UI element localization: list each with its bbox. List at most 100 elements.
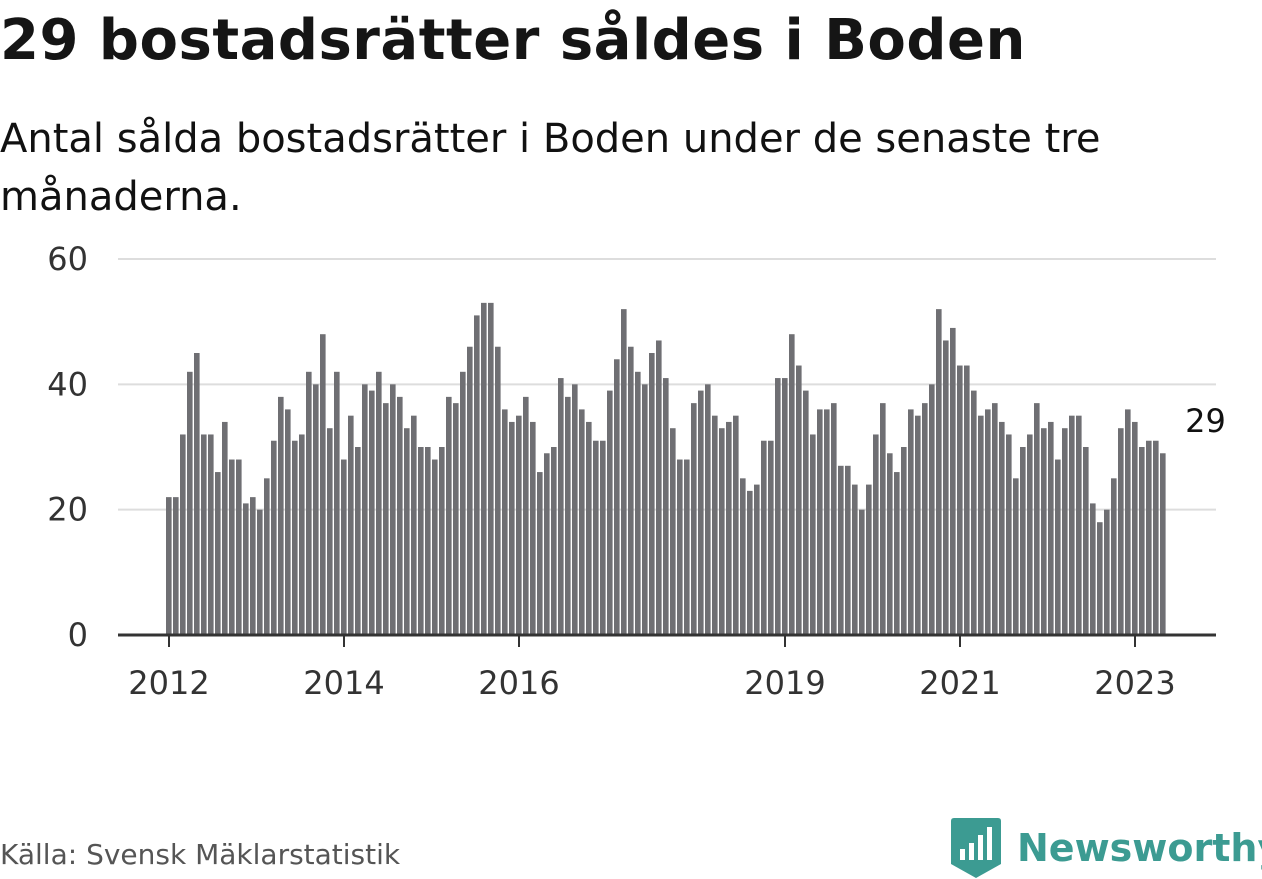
bar [1111,478,1117,635]
bar [306,371,312,635]
bar [649,353,655,635]
bar [887,453,893,635]
source-note: Källa: Svensk Mäklarstatistik [0,838,401,871]
bar [1097,522,1103,635]
bar [173,497,179,635]
bar [369,390,375,635]
bar [418,447,424,635]
bar [250,497,256,635]
bar [957,365,963,635]
bar [1125,409,1131,635]
newsworthy-logo[interactable]: Newsworthy [951,818,1262,878]
bar [194,353,200,635]
bar [663,378,669,635]
bar [726,421,732,635]
bar [166,497,172,635]
bar [509,421,515,635]
bar [327,428,333,635]
bar [397,396,403,635]
bar [1055,459,1061,635]
bar [845,465,851,635]
bar [950,327,956,635]
bar [1146,440,1152,635]
bar [502,409,508,635]
bar [320,334,326,635]
bar [705,384,711,635]
bar [1160,453,1166,635]
bar [1027,434,1033,635]
bar [523,396,529,635]
bar [719,428,725,635]
bar [292,440,298,635]
bar [432,459,438,635]
bar [1013,478,1019,635]
bar [740,478,746,635]
bar [236,459,242,635]
bar [1083,447,1089,635]
bar [866,484,872,635]
bar [572,384,578,635]
bar [551,447,557,635]
bar [215,472,221,635]
bar [831,403,837,635]
bar [425,447,431,635]
bar [915,415,921,635]
bar [838,465,844,635]
bar [229,459,235,635]
bar [712,415,718,635]
bar [516,415,522,635]
bar [1139,447,1145,635]
bar [208,434,214,635]
bar [460,371,466,635]
bar [614,359,620,635]
bar [1048,421,1054,635]
y-tick-label: 40 [47,365,88,403]
bar [810,434,816,635]
bar [621,309,627,635]
x-tick-label: 2023 [1094,664,1175,702]
bar [495,346,501,635]
y-tick-label: 60 [47,240,88,278]
bar [635,371,641,635]
bar [530,421,536,635]
bar [670,428,676,635]
bar [348,415,354,635]
bar [698,390,704,635]
bar [593,440,599,635]
x-tick-label: 2012 [128,664,209,702]
chart-title: 29 bostadsrätter såldes i Boden [0,8,1026,73]
bar [383,403,389,635]
bar [1041,428,1047,635]
bar [978,415,984,635]
bar [824,409,830,635]
bar [404,428,410,635]
bar [607,390,613,635]
bar [481,302,487,635]
y-tick-label: 20 [47,491,88,529]
bar [453,403,459,635]
bar [684,459,690,635]
bar [1006,434,1012,635]
x-tick-label: 2019 [744,664,825,702]
bar [971,390,977,635]
bar [355,447,361,635]
bar [1153,440,1159,635]
bar [264,478,270,635]
bar [1020,447,1026,635]
bar [600,440,606,635]
bar [642,384,648,635]
bar [852,484,858,635]
bar [586,421,592,635]
bar [446,396,452,635]
bar [656,340,662,635]
bar [1062,428,1068,635]
bar [467,346,473,635]
bar [257,509,263,635]
bar [754,484,760,635]
bar [796,365,802,635]
highlight-value-label: 29 [1185,402,1226,440]
bar [628,346,634,635]
bar [488,302,494,635]
bar [908,409,914,635]
bar [880,403,886,635]
